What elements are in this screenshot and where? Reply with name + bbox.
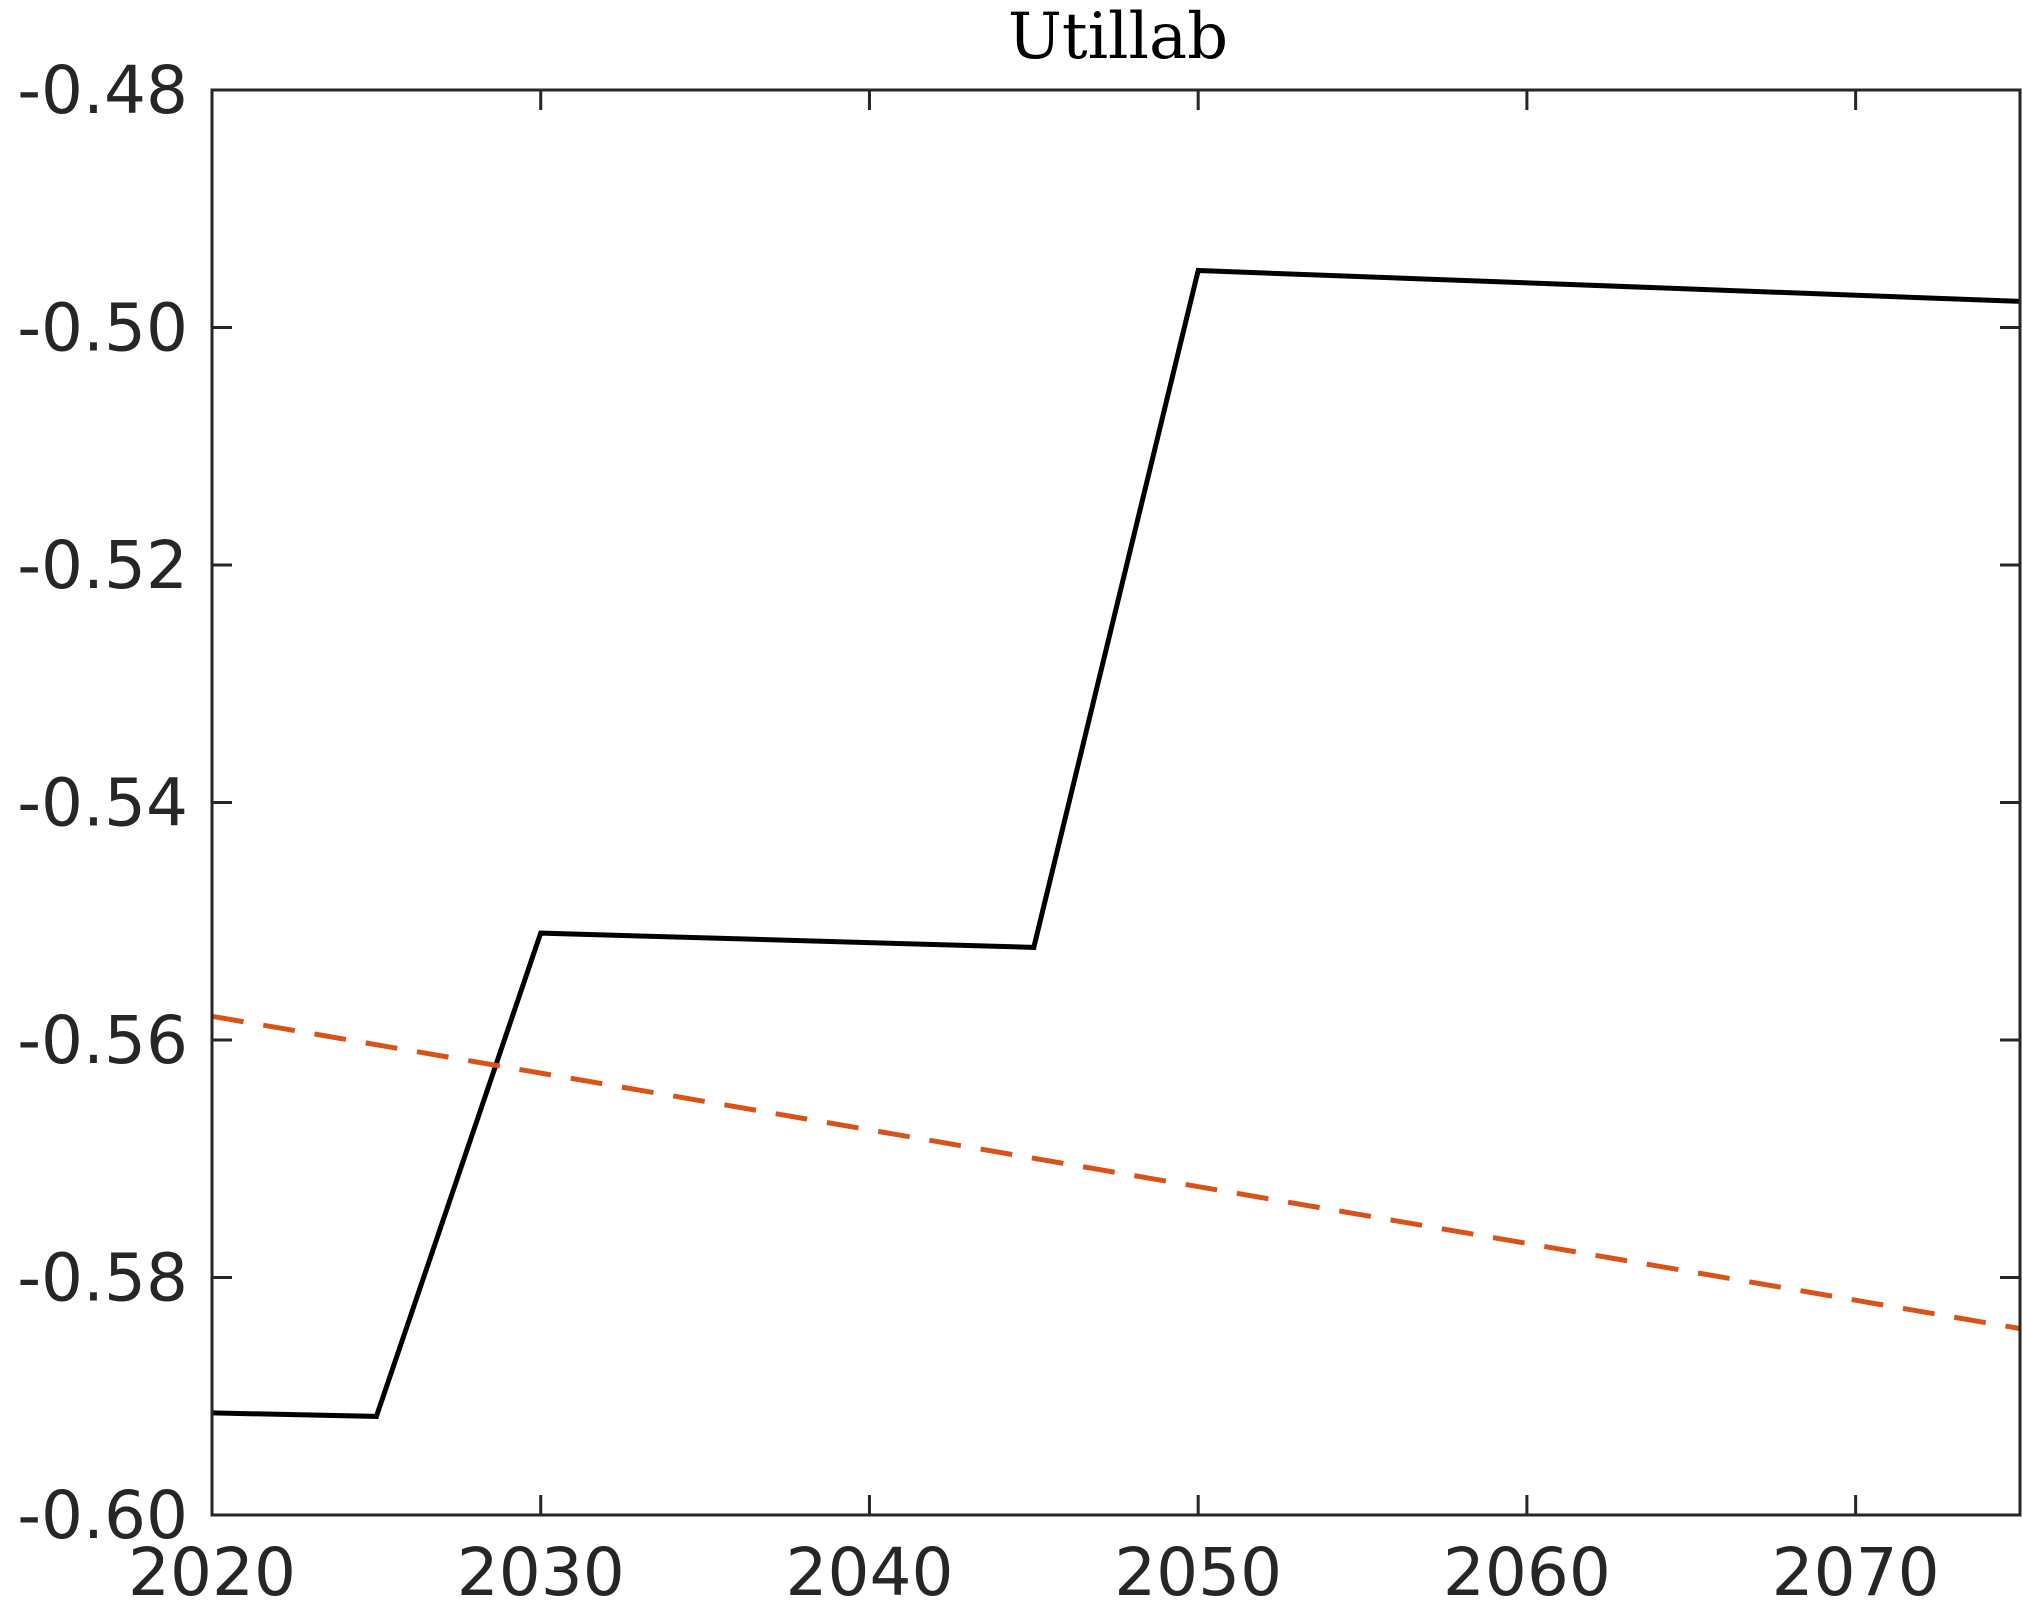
y-axis-tick-labels: -0.60 -0.58 -0.56 -0.54 -0.52 -0.50 -0.48 (17, 52, 188, 1554)
line-series-1 (211, 267, 2021, 1419)
y-tick-label-1: -0.58 (17, 1240, 188, 1317)
y-tick-label-4: -0.52 (17, 527, 188, 604)
x-tick-label-1: 2030 (457, 1534, 625, 1611)
y-tick-label-2: -0.56 (17, 1002, 188, 1079)
x-tick-label-3: 2050 (1114, 1534, 1282, 1611)
x-tick-label-4: 2060 (1443, 1534, 1611, 1611)
axis-ticks (210, 88, 2020, 1517)
x-tick-label-0: 2020 (128, 1534, 296, 1611)
y-tick-label-5: -0.50 (17, 290, 188, 367)
line-series-2 (211, 1013, 2021, 1332)
y-tick-label-0: -0.60 (17, 1477, 188, 1554)
x-axis-tick-labels: 2020 2030 2040 2050 2060 2070 (128, 1534, 1940, 1611)
y-tick-label-3: -0.54 (17, 765, 188, 842)
x-tick-label-2: 2040 (785, 1534, 953, 1611)
axes-box (210, 88, 2022, 1517)
plot-area (211, 267, 2021, 1419)
y-tick-label-6: -0.48 (17, 52, 188, 129)
x-tick-label-5: 2070 (1772, 1534, 1940, 1611)
chart-title: Utillab (1008, 0, 1228, 74)
